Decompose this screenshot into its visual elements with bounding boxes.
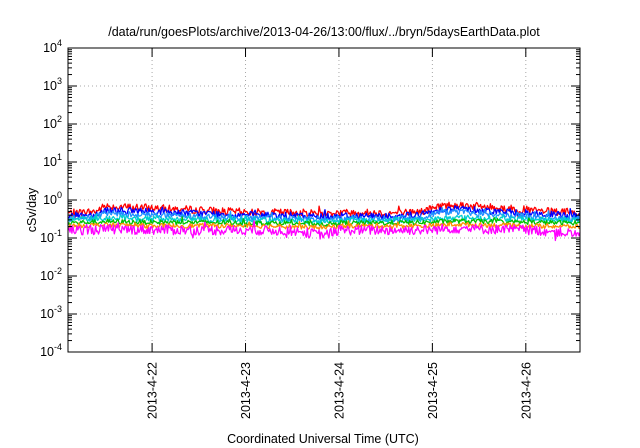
x-axis-label: Coordinated Universal Time (UTC): [227, 432, 419, 446]
series-layer: [67, 201, 581, 242]
series-line-6: [67, 220, 581, 232]
y-tick-label: 101: [43, 152, 62, 169]
y-tick-label: 103: [43, 76, 62, 93]
y-tick-label: 10-3: [40, 304, 62, 321]
y-tick-label: 10-1: [40, 228, 62, 245]
y-tick-label: 100: [43, 190, 62, 207]
x-tick-label: 2013-4-25: [426, 362, 440, 419]
label-layer: 10-4 10-3 10-2 10-1 100 101 102 103 104 2013-4-22…: [40, 38, 533, 419]
x-tick-label: 2013-4-22: [146, 362, 160, 419]
grid-layer: [68, 48, 580, 352]
y-tick-label: 102: [43, 114, 62, 131]
y-tick-label: 10-2: [40, 266, 62, 283]
y-tick-label: 104: [43, 38, 62, 55]
y-tick-label: 10-4: [40, 342, 62, 359]
tick-layer: [68, 47, 580, 353]
y-axis-label: cSv/day: [25, 187, 39, 232]
x-tick-label: 2013-4-24: [332, 362, 346, 419]
series-line-7: [67, 220, 581, 242]
x-tick-label: 2013-4-23: [239, 362, 253, 419]
x-tick-label: 2013-4-26: [519, 362, 533, 419]
chart-title: /data/run/goesPlots/archive/2013-04-26/1…: [108, 25, 540, 39]
series-line-2: [67, 205, 581, 223]
